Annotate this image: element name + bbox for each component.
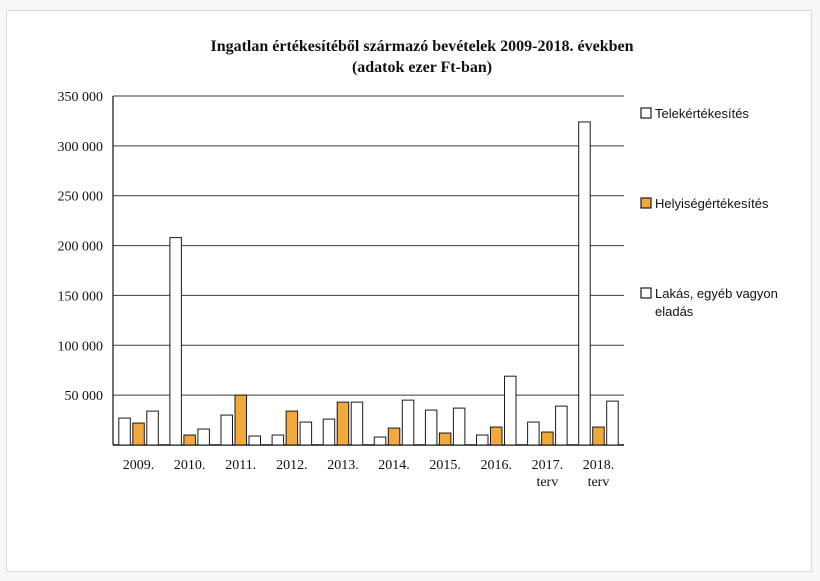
y-tick-label: 200 000 [58,240,104,255]
bar-3 [606,400,619,446]
bar-3 [248,435,261,446]
bar-2 [490,426,503,446]
bar-3 [555,405,568,446]
x-tick-label: 2010. [174,458,206,473]
x-tick-label: 2011. [225,458,256,473]
bar-1 [373,436,387,446]
bar-2 [438,432,452,446]
gridlines [112,95,624,446]
legend: Telekértékesítés Helyiségértékesítés Lakás… [640,106,778,319]
bar-1 [169,237,182,446]
chart-frame [6,10,812,572]
bars [118,121,619,446]
y-tick-label: 250 000 [58,190,104,205]
bar-3 [197,428,210,446]
x-tick-label: terv [536,475,558,490]
bar-1 [271,434,285,446]
legend-label: Lakás, egyéb vagyon [655,286,778,301]
y-tick-label: 150 000 [58,289,104,304]
legend-swatch [640,107,652,119]
bar-3 [350,401,364,446]
legend-swatch [640,287,652,299]
bar-2 [336,401,350,446]
x-tick-label: 2009. [123,458,155,473]
x-tick-label: 2016. [481,458,513,473]
legend-label: Telekértékesítés [655,106,749,121]
bar-1 [578,121,591,446]
bar-1 [424,409,438,446]
bar-2 [285,410,299,446]
bar-2 [234,394,247,446]
bar-1 [118,417,131,446]
bar-2 [592,426,605,446]
bar-3 [452,407,466,446]
bar-3 [504,375,517,446]
x-tick-label: 2013. [327,458,359,473]
bar-2 [387,427,401,446]
bar-3 [299,421,313,446]
bar-3 [401,399,415,446]
y-tick-label: 350 000 [58,90,104,105]
y-axis-ticks: 350 000 300 000 250 000 200 000 150 000 100 0… [58,90,104,404]
y-tick-label: 100 000 [58,339,104,354]
bar-1 [322,418,336,446]
chart-subtitle: (adatok ezer Ft-ban) [352,59,492,76]
bar-3 [146,410,159,446]
bar-2 [132,422,145,446]
chart-title: Ingatlan értékesítéből származó bevétele… [210,38,633,55]
bar-2 [183,434,196,446]
bar-1 [527,421,540,446]
legend-label: Helyiségértékesítés [655,196,769,211]
x-tick-label: 2017. [532,458,564,473]
y-tick-label: 50 000 [65,389,104,404]
x-tick-label: 2014. [378,458,410,473]
x-tick-label: 2015. [429,458,461,473]
x-tick-label: 2012. [276,458,308,473]
x-tick-label: 2018. [583,458,615,473]
x-tick-label: terv [588,475,610,490]
bar-1 [220,414,233,446]
bar-1 [476,434,489,446]
y-tick-label: 300 000 [58,140,104,155]
legend-label: eladás [655,304,694,319]
x-axis-ticks: 2009. 2010. 2011. 2012. 2013. 2014. 2015. 2016.… [123,458,614,490]
bar-2 [541,431,554,446]
legend-swatch [640,197,652,209]
